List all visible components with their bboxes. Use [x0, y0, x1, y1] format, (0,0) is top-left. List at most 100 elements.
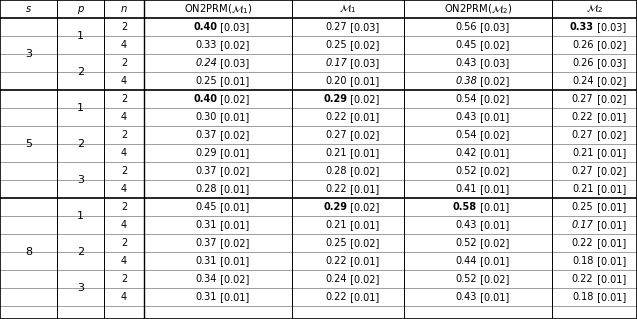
Text: 2: 2: [121, 22, 127, 32]
Text: [0.02]: [0.02]: [594, 166, 626, 176]
Text: 4: 4: [121, 76, 127, 86]
Text: [0.01]: [0.01]: [217, 256, 249, 266]
Text: [0.01]: [0.01]: [477, 292, 509, 302]
Text: [0.01]: [0.01]: [594, 292, 626, 302]
Text: [0.01]: [0.01]: [477, 220, 509, 230]
Text: s: s: [26, 4, 31, 14]
Text: 0.42: 0.42: [455, 148, 477, 158]
Text: 0.37: 0.37: [196, 238, 217, 248]
Text: [0.01]: [0.01]: [347, 292, 379, 302]
Text: 3: 3: [77, 175, 84, 185]
Text: 1: 1: [77, 31, 84, 41]
Text: 0.58: 0.58: [453, 202, 477, 212]
Text: [0.03]: [0.03]: [347, 22, 379, 32]
Text: 4: 4: [121, 292, 127, 302]
Text: [0.01]: [0.01]: [594, 238, 626, 248]
Text: $\mathcal{M}_1$: $\mathcal{M}_1$: [340, 3, 357, 15]
Text: 3: 3: [77, 283, 84, 293]
Text: ON2PRM($\mathcal{M}_1$): ON2PRM($\mathcal{M}_1$): [183, 2, 252, 16]
Text: 0.27: 0.27: [326, 22, 347, 32]
Text: 0.37: 0.37: [196, 130, 217, 140]
Text: 0.27: 0.27: [572, 130, 594, 140]
Text: [0.02]: [0.02]: [477, 238, 510, 248]
Text: 0.22: 0.22: [326, 256, 347, 266]
Text: [0.02]: [0.02]: [477, 274, 510, 284]
Text: 0.29: 0.29: [196, 148, 217, 158]
Text: [0.03]: [0.03]: [594, 22, 626, 32]
Text: 0.25: 0.25: [326, 238, 347, 248]
Text: 0.21: 0.21: [572, 184, 594, 194]
Text: 0.21: 0.21: [326, 220, 347, 230]
Text: 0.22: 0.22: [326, 184, 347, 194]
Text: [0.02]: [0.02]: [477, 130, 510, 140]
Text: 0.21: 0.21: [326, 148, 347, 158]
Text: [0.01]: [0.01]: [347, 76, 379, 86]
Text: [0.02]: [0.02]: [477, 166, 510, 176]
Text: [0.01]: [0.01]: [477, 148, 509, 158]
Text: [0.02]: [0.02]: [594, 130, 626, 140]
Text: 2: 2: [121, 274, 127, 284]
Text: [0.02]: [0.02]: [217, 166, 249, 176]
Text: [0.01]: [0.01]: [217, 184, 249, 194]
Text: [0.01]: [0.01]: [594, 202, 626, 212]
Text: 0.24: 0.24: [326, 274, 347, 284]
Text: 4: 4: [121, 256, 127, 266]
Text: 0.22: 0.22: [326, 112, 347, 122]
Text: [0.01]: [0.01]: [217, 220, 249, 230]
Text: 4: 4: [121, 184, 127, 194]
Text: 0.25: 0.25: [326, 40, 347, 50]
Text: 4: 4: [121, 148, 127, 158]
Text: [0.01]: [0.01]: [594, 274, 626, 284]
Text: [0.03]: [0.03]: [477, 22, 509, 32]
Text: 2: 2: [121, 202, 127, 212]
Text: 0.22: 0.22: [572, 238, 594, 248]
Text: 0.18: 0.18: [572, 292, 594, 302]
Text: [0.01]: [0.01]: [347, 256, 379, 266]
Text: [0.01]: [0.01]: [217, 202, 249, 212]
Text: [0.02]: [0.02]: [594, 94, 626, 104]
Text: [0.02]: [0.02]: [347, 40, 380, 50]
Text: [0.03]: [0.03]: [217, 22, 249, 32]
Text: 0.45: 0.45: [455, 40, 477, 50]
Text: 0.27: 0.27: [326, 130, 347, 140]
Text: 2: 2: [121, 238, 127, 248]
Text: 0.26: 0.26: [572, 40, 594, 50]
Text: [0.02]: [0.02]: [347, 130, 380, 140]
Text: [0.02]: [0.02]: [594, 40, 626, 50]
Text: 0.31: 0.31: [196, 256, 217, 266]
Text: [0.02]: [0.02]: [347, 238, 380, 248]
Text: 0.43: 0.43: [455, 112, 477, 122]
Text: [0.01]: [0.01]: [217, 76, 249, 86]
Text: 0.52: 0.52: [455, 166, 477, 176]
Text: 5: 5: [25, 139, 32, 149]
Text: [0.01]: [0.01]: [347, 148, 379, 158]
Text: 0.22: 0.22: [572, 274, 594, 284]
Text: 0.43: 0.43: [455, 58, 477, 68]
Text: $\mathcal{M}_2$: $\mathcal{M}_2$: [586, 3, 603, 15]
Text: [0.02]: [0.02]: [217, 238, 249, 248]
Text: 0.45: 0.45: [196, 202, 217, 212]
Text: [0.01]: [0.01]: [594, 148, 626, 158]
Text: 2: 2: [77, 67, 84, 77]
Text: [0.02]: [0.02]: [477, 76, 510, 86]
Text: [0.01]: [0.01]: [477, 112, 509, 122]
Text: [0.02]: [0.02]: [347, 94, 380, 104]
Text: 0.27: 0.27: [572, 166, 594, 176]
Text: 0.54: 0.54: [455, 130, 477, 140]
Text: [0.02]: [0.02]: [594, 76, 626, 86]
Text: 0.37: 0.37: [196, 166, 217, 176]
Text: [0.03]: [0.03]: [217, 58, 249, 68]
Text: [0.01]: [0.01]: [594, 112, 626, 122]
Text: [0.02]: [0.02]: [217, 130, 249, 140]
Text: 4: 4: [121, 40, 127, 50]
Text: [0.02]: [0.02]: [217, 40, 249, 50]
Text: 0.25: 0.25: [196, 76, 217, 86]
Text: 0.34: 0.34: [196, 274, 217, 284]
Text: 0.29: 0.29: [323, 94, 347, 104]
Text: 0.22: 0.22: [326, 292, 347, 302]
Text: 0.21: 0.21: [572, 148, 594, 158]
Text: [0.01]: [0.01]: [347, 184, 379, 194]
Text: [0.03]: [0.03]: [477, 58, 509, 68]
Text: ON2PRM($\mathcal{M}_2$): ON2PRM($\mathcal{M}_2$): [443, 2, 512, 16]
Text: 2: 2: [121, 94, 127, 104]
